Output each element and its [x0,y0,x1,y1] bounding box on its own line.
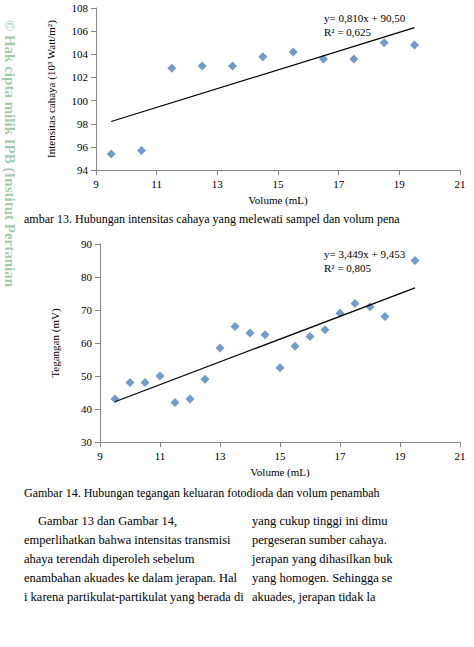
html-text:© Hak cipta milik IPB (Institu: © Hak cipta milik IPB (Institut Pertania… [2,20,18,288]
svg-text:11: 11 [155,450,166,462]
svg-text:y= 3,449x + 9,453: y= 3,449x + 9,453 [324,248,406,260]
html-text:emperlihatkan bahwa intensitas: emperlihatkan bahwa intensitas transmisi [24,533,231,547]
svg-text:Intensitas cahaya (10³ Watt/m²: Intensitas cahaya (10³ Watt/m²) [45,20,58,158]
html-text:enambahan akuades ke dalam jer: enambahan akuades ke dalam jerapan. Hal [24,571,238,585]
svg-text:15: 15 [275,450,287,462]
html-text:ahaya terendah diperoleh sebel: ahaya terendah diperoleh sebelum [24,552,195,566]
svg-text:50: 50 [81,370,93,382]
svg-text:102: 102 [72,71,89,83]
svg-text:60: 60 [81,337,93,349]
svg-text:17: 17 [333,178,345,190]
svg-text:104: 104 [72,48,89,60]
svg-text:Volume (mL): Volume (mL) [248,194,308,207]
svg-text:9: 9 [93,178,99,190]
svg-text:96: 96 [77,141,89,153]
html-text:pergeseran sumber cahaya.: pergeseran sumber cahaya. [252,533,387,547]
svg-text:98: 98 [77,118,89,130]
svg-text:100: 100 [72,95,89,107]
svg-text:90: 90 [81,238,93,250]
svg-text:40: 40 [81,403,93,415]
html-text:yang homogen. Sehingga se: yang homogen. Sehingga se [252,571,393,585]
svg-text:17: 17 [335,450,347,462]
svg-text:30: 30 [81,436,93,448]
html-text:akuades, jerapan tidak la: akuades, jerapan tidak la [252,590,376,604]
svg-text:106: 106 [72,25,89,37]
svg-text:19: 19 [394,178,406,190]
svg-text:11: 11 [151,178,162,190]
html-text:ambar 13. Hubungan intensitas: ambar 13. Hubungan intensitas cahaya yan… [24,212,400,226]
html-text:yang cukup tinggi ini dimu: yang cukup tinggi ini dimu [252,514,388,528]
html-text:jerapan yang dihasilkan buk: jerapan yang dihasilkan buk [252,552,393,566]
svg-text:R² = 0,805: R² = 0,805 [324,262,372,274]
svg-text:94: 94 [77,164,89,176]
svg-text:21: 21 [455,178,466,190]
svg-text:70: 70 [81,304,93,316]
svg-text:80: 80 [81,271,93,283]
svg-text:108: 108 [72,2,89,14]
svg-text:R² = 0,625: R² = 0,625 [324,26,372,38]
svg-text:Tegangan (mV): Tegangan (mV) [49,308,62,378]
svg-text:Volume (mL): Volume (mL) [250,466,310,479]
html-text:Gambar 13 dan Gambar 14,: Gambar 13 dan Gambar 14, [38,514,178,528]
svg-text:19: 19 [395,450,407,462]
svg-text:13: 13 [215,450,227,462]
svg-text:21: 21 [455,450,466,462]
html-text:i karena partikulat-partikulat: i karena partikulat-partikulat yang bera… [24,590,244,604]
svg-text:13: 13 [212,178,224,190]
html-text:Gambar 14. Hubungan tegangan k: Gambar 14. Hubungan tegangan keluaran fo… [24,486,380,500]
svg-text:y= 0,810x + 90,50: y= 0,810x + 90,50 [324,12,406,24]
svg-text:15: 15 [273,178,285,190]
svg-text:9: 9 [97,450,103,462]
